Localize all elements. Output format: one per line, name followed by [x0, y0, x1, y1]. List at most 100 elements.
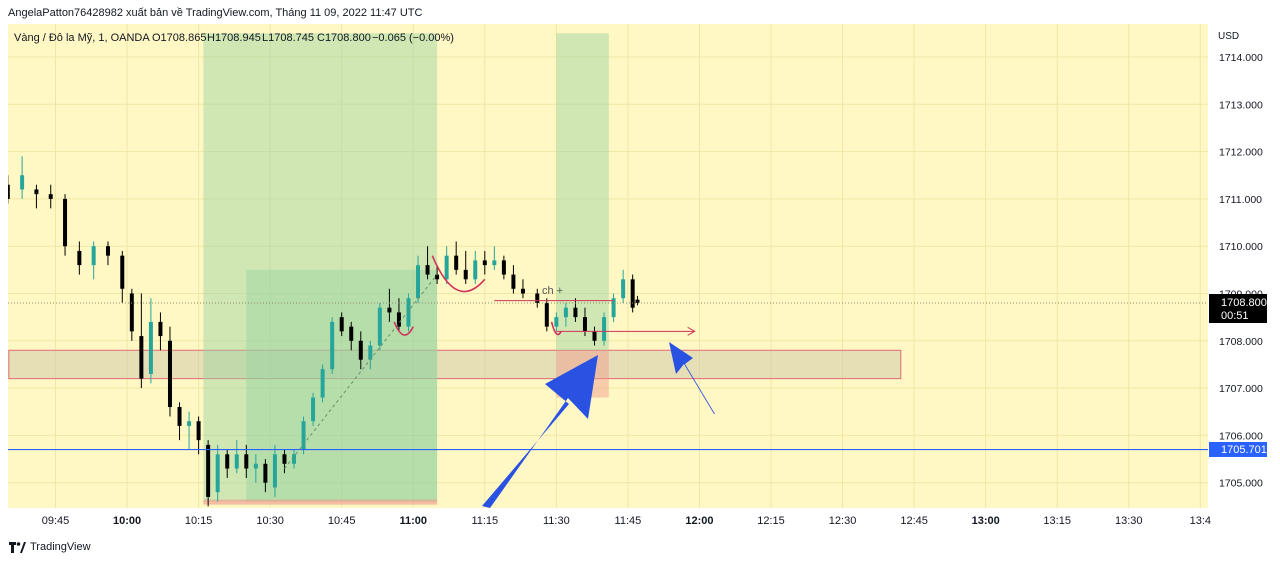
time-tick-label: 12:00 [685, 515, 713, 527]
blue-arrow-small [669, 342, 715, 414]
dashed-trend-line [284, 274, 438, 469]
candle-body [244, 454, 249, 469]
candle-body [187, 421, 192, 426]
legend-symbol: Vàng / Đô la Mỹ, 1, OANDA [14, 32, 150, 44]
time-tick-label: 13:4 [1190, 515, 1211, 527]
price-tick-label: 1708.000 [1219, 336, 1263, 348]
price-tick-label: 1712.000 [1219, 147, 1263, 159]
candle-body [573, 307, 578, 318]
candle-body [454, 255, 459, 270]
legend-change: −0.065 (−0.00%) [372, 32, 454, 44]
candle-body [554, 317, 559, 327]
candle-body [511, 274, 516, 289]
candle-body [120, 255, 125, 289]
candle-body [272, 454, 277, 488]
candle-body [20, 175, 25, 190]
time-tick-label: 11:45 [615, 515, 642, 527]
pink-curve [550, 321, 562, 336]
blue-line-value: 1705.701 [1221, 444, 1267, 456]
candle-body [435, 274, 440, 280]
time-axis-background [8, 508, 1208, 532]
time-tick-label: 10:15 [185, 515, 213, 527]
footer: TradingView [9, 541, 91, 553]
candle-body [602, 317, 607, 341]
candle-body [582, 317, 587, 332]
candle-body [368, 345, 373, 360]
time-tick-label: 11:15 [471, 515, 498, 527]
candle-body [282, 454, 287, 464]
candle-body [77, 250, 82, 266]
candle-body [396, 312, 401, 327]
candle-body [544, 302, 549, 327]
time-tick-label: 10:30 [256, 515, 284, 527]
candle-body [5, 184, 10, 199]
time-tick-label: 10:00 [113, 515, 141, 527]
candle-body [234, 454, 239, 469]
green-box [556, 33, 609, 351]
candle-body [91, 246, 96, 266]
price-tick-label: 1711.000 [1219, 194, 1262, 206]
green-box [203, 33, 438, 502]
candle-body [339, 317, 344, 332]
price-chart[interactable]: 1714.000 1713.000 1712.000 1711.000 1710.000… [5, 24, 1270, 532]
candle-body [630, 279, 635, 308]
countdown-value: 00:51 [1221, 310, 1249, 322]
grid [8, 24, 1208, 508]
legend-open: O1708.865 [152, 32, 206, 44]
candle-body [215, 454, 220, 493]
candle-body [563, 307, 568, 318]
candle-body [253, 463, 258, 469]
time-tick-label: 12:30 [829, 515, 857, 527]
candle-body [263, 463, 268, 483]
candle-body [592, 331, 597, 341]
candle-body [425, 265, 430, 275]
candle-body [377, 307, 382, 346]
footer-brand: TradingView [30, 541, 91, 553]
green-box [246, 269, 438, 502]
candle-body [635, 299, 640, 303]
drawings [8, 255, 1208, 508]
time-tick-label: 09:45 [42, 515, 70, 527]
last-price-label: 1708.800 00:51 [1209, 294, 1267, 323]
last-price-value: 1708.800 [1221, 297, 1267, 309]
time-tick-label: 12:15 [757, 515, 785, 527]
candle-body [535, 293, 540, 303]
candle-body [63, 198, 68, 247]
candle-body [129, 293, 134, 332]
time-tick-label: 13:15 [1043, 515, 1071, 527]
price-tick-label: 1705.000 [1219, 478, 1263, 490]
candles [5, 156, 640, 507]
candle-body [34, 189, 39, 195]
legend-close: C1708.800 [317, 32, 371, 44]
price-tick-label: 1714.000 [1219, 52, 1263, 64]
price-tick-label: 1713.000 [1219, 99, 1263, 111]
legend-low: L1708.745 [262, 32, 314, 44]
candle-body [482, 260, 487, 266]
currency-label: USD [1218, 31, 1239, 42]
tradingview-logo-icon [9, 541, 26, 553]
price-tick-label: 1707.000 [1219, 383, 1263, 395]
candle-body [444, 255, 449, 280]
candle-body [48, 194, 53, 199]
annotation-text: ch + [542, 285, 563, 297]
candle-body [167, 340, 172, 408]
axes: 1714.000 1713.000 1712.000 1711.000 1710.000… [42, 52, 1263, 527]
candle-body [225, 454, 230, 469]
legend: Vàng / Đô la Mỹ, 1, OANDA O1708.865 H170… [14, 32, 454, 44]
price-tick-label: 1706.000 [1219, 430, 1263, 442]
chart-container[interactable]: 1714.000 1713.000 1712.000 1711.000 1710.000… [5, 24, 1270, 532]
candle-body [105, 246, 110, 256]
candle-body [358, 340, 363, 360]
time-tick-label: 12:45 [900, 515, 928, 527]
pink-arrowhead [687, 326, 696, 336]
candle-body [158, 321, 163, 337]
candle-body [177, 407, 182, 426]
time-tick-label: 13:00 [972, 515, 1000, 527]
publish-header: AngelaPatton76428982 xuất bản về Trading… [8, 7, 423, 19]
candle-body [330, 321, 335, 370]
candle-body [196, 421, 201, 441]
pink-curve [393, 321, 414, 336]
candle-body [473, 260, 478, 280]
time-tick-label: 11:00 [399, 515, 427, 527]
stop-strip [203, 499, 438, 505]
